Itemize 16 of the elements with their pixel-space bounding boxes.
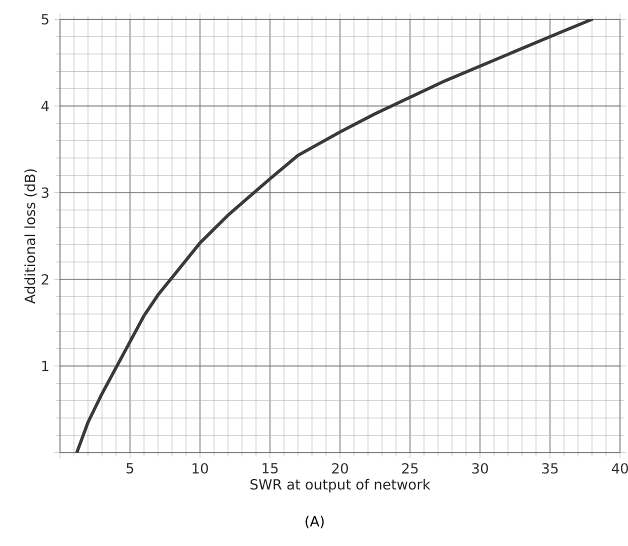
x-tick-label: 20	[332, 463, 348, 474]
x-tick-label: 40	[612, 463, 628, 474]
y-tick-label: 3	[42, 187, 48, 198]
x-tick-label: 30	[472, 463, 488, 474]
x-tick-label: 35	[542, 463, 558, 474]
x-tick-label: 5	[126, 463, 134, 474]
x-tick-label: 25	[402, 463, 418, 474]
text: (A)	[306, 516, 324, 528]
y-tick-label: 1	[42, 360, 48, 372]
y-tick-label: 5	[42, 14, 48, 25]
x-axis-title: SWR at output of network	[250, 478, 430, 492]
x-tick-label: 15	[262, 463, 278, 474]
y-tick-label: 2	[42, 274, 48, 285]
y-axis-title: Additional loss (dB)	[24, 169, 37, 304]
x-tick-label: 10	[192, 463, 208, 474]
y-tick-label: 4	[41, 100, 49, 112]
